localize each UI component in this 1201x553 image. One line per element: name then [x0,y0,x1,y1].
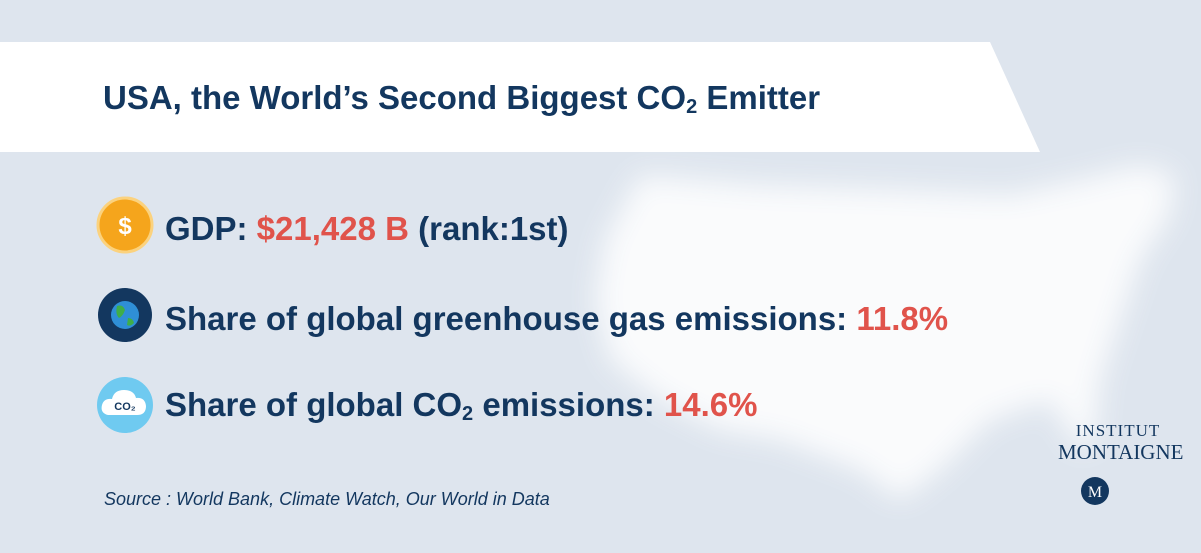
fact-label-end: emissions: [473,386,664,423]
source: Source : World Bank, Climate Watch, Our … [104,489,550,509]
fact-gdp: GDP: $21,428 B (rank:1st) [165,212,569,245]
cloud [101,390,146,415]
logo-line1: INSTITUT [1075,421,1161,440]
title-text: USA, the World’s Second Biggest CO [103,79,687,116]
fact-value: 14.6% [663,386,758,423]
gdp-icon-text: $ [118,213,132,240]
us-map-cloud [595,165,1175,500]
globe [111,301,139,329]
logo-mark-text: M [1088,484,1102,501]
fact-label: Share of global CO [165,386,463,423]
fact-co2: Share of global CO2 emissions: 14.6% [165,386,758,424]
title: USA, the World’s Second Biggest CO2 Emit… [103,79,821,117]
title-subscript: 2 [686,96,698,118]
title-text-end: Emitter [697,79,821,116]
co2-icon-text: CO₂ [114,401,136,413]
logo-line2: MONTAIGNE [1058,440,1184,464]
fact-label: GDP: [165,210,257,247]
fact-label: Share of global greenhouse gas emissions… [165,300,857,337]
gdp-icon [96,196,154,254]
fact-note: (rank:1st) [408,210,569,247]
globe-land [116,305,134,326]
fact-value: $21,428 B [256,210,409,247]
fact-ghg: Share of global greenhouse gas emissions… [165,302,948,335]
fact-value: 11.8% [856,300,949,337]
title-banner [0,42,1040,152]
logo-mark [1081,477,1109,505]
fact-label-subscript: 2 [462,403,474,425]
